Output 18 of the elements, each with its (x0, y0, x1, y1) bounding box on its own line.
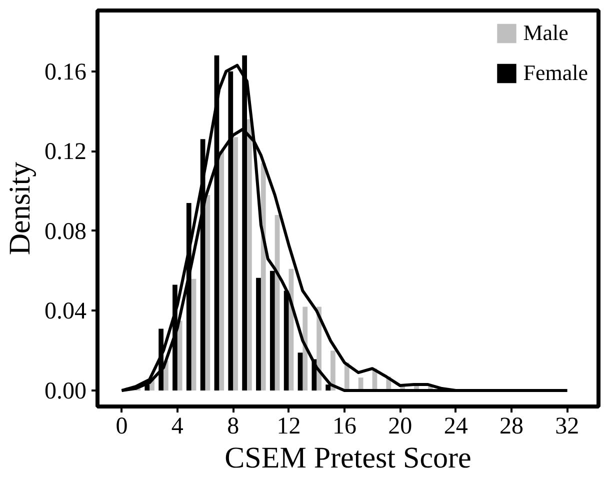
y-axis-title: Density (4, 162, 36, 256)
x-tick-label: 12 (276, 414, 301, 440)
x-tick-label: 20 (388, 414, 412, 440)
x-tick-label: 8 (227, 414, 240, 440)
legend-label: Female (523, 60, 588, 86)
x-tick-label: 24 (444, 414, 468, 440)
x-tick-label: 0 (116, 414, 128, 440)
y-tick-label: 0.04 (44, 298, 86, 325)
x-tick-label: 4 (171, 414, 184, 440)
y-tick-label: 0.12 (44, 139, 86, 166)
y-tick-label: 0.16 (44, 59, 86, 86)
x-tick-label: 28 (499, 414, 524, 440)
y-tick-label: 0.00 (44, 378, 86, 405)
y-tick-label: 0.08 (44, 218, 86, 245)
x-tick-label: 16 (332, 414, 356, 440)
x-axis-title: CSEM Pretest Score (224, 442, 472, 474)
legend-label: Male (523, 20, 568, 46)
x-tick-label: 32 (555, 414, 580, 440)
